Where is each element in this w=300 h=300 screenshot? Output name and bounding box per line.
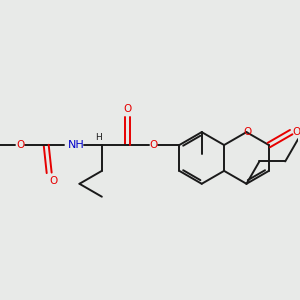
Text: O: O xyxy=(149,140,158,150)
Text: O: O xyxy=(124,104,132,114)
Text: O: O xyxy=(49,176,57,186)
Text: O: O xyxy=(243,127,252,137)
Text: NH: NH xyxy=(68,140,84,150)
Text: H: H xyxy=(95,133,102,142)
Text: O: O xyxy=(292,127,300,137)
Text: O: O xyxy=(16,140,25,150)
